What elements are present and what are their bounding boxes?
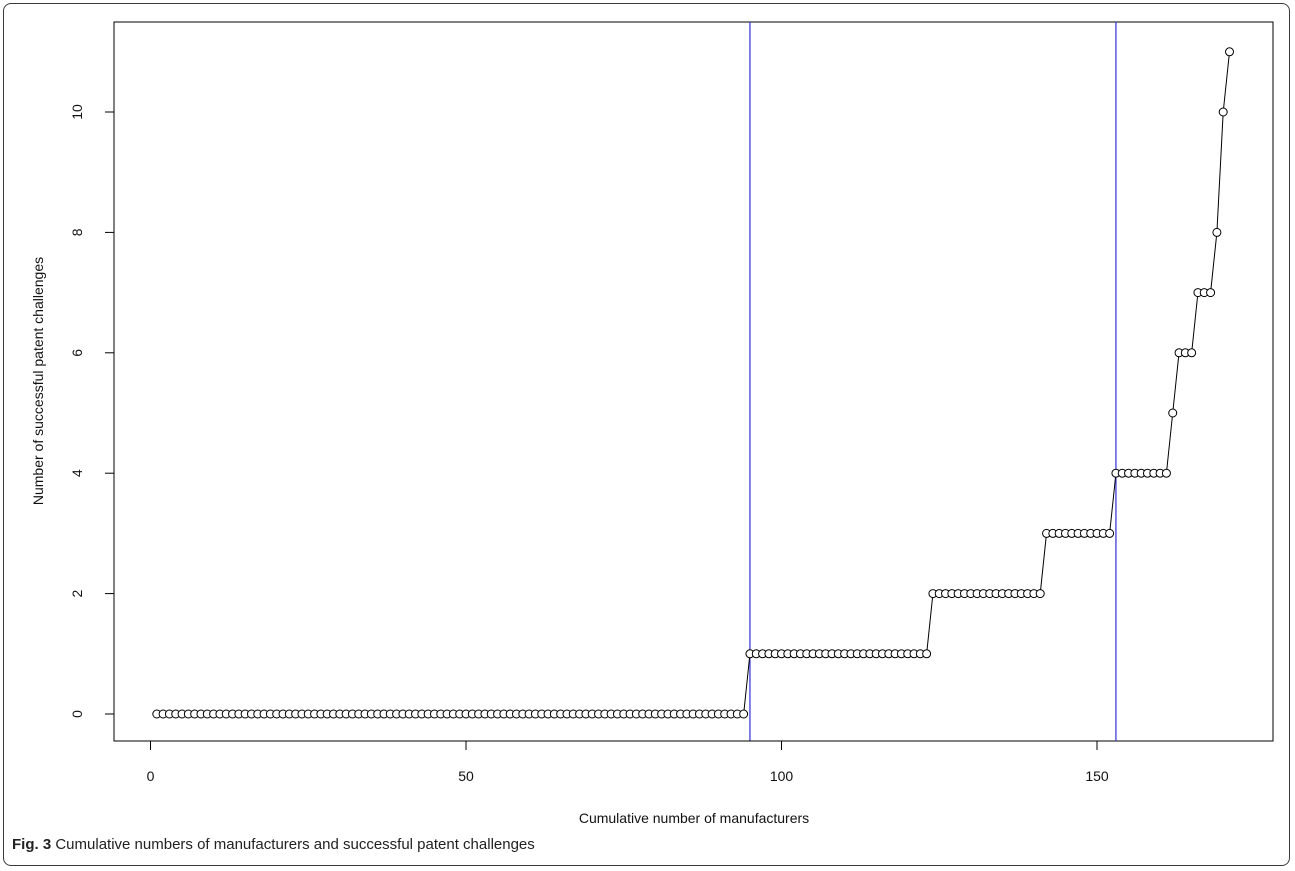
data-points <box>152 47 1235 719</box>
series-line <box>156 51 1231 715</box>
figure-caption: Fig. 3 Cumulative numbers of manufacture… <box>12 836 535 853</box>
data-point <box>1218 107 1228 117</box>
y-tick-label: 8 <box>69 228 85 236</box>
figure-frame <box>3 3 1290 866</box>
data-point <box>1225 47 1235 57</box>
data-point <box>739 709 749 719</box>
y-tick-label: 10 <box>69 104 85 120</box>
figure-label: Fig. 3 <box>12 836 52 853</box>
x-tick-label: 0 <box>147 768 155 784</box>
data-point <box>1168 408 1178 418</box>
data-point <box>1187 348 1197 358</box>
figure-caption-text: Cumulative numbers of manufacturers and … <box>55 836 535 853</box>
reference-lines <box>749 22 1117 741</box>
y-tick-label: 0 <box>69 710 85 718</box>
data-point <box>1206 288 1216 298</box>
x-tick-label: 100 <box>770 768 794 784</box>
y-tick-label: 4 <box>69 469 85 477</box>
data-point <box>1105 528 1115 538</box>
y-axis: 0 2 4 6 8 10 <box>69 104 115 718</box>
y-tick-label: 2 <box>69 589 85 597</box>
data-point <box>1161 468 1171 478</box>
data-point <box>922 649 932 659</box>
data-point <box>1035 589 1045 599</box>
series-line-group <box>156 51 1231 715</box>
y-axis-label: Number of successful patent challenges <box>30 257 46 505</box>
x-axis: 0 50 100 150 <box>147 740 1109 784</box>
data-point <box>1212 227 1222 237</box>
x-tick-label: 150 <box>1085 768 1109 784</box>
x-tick-label: 50 <box>458 768 474 784</box>
x-axis-label: Cumulative number of manufacturers <box>579 810 809 826</box>
plot-area-border <box>113 21 1274 742</box>
y-tick-label: 6 <box>69 349 85 357</box>
